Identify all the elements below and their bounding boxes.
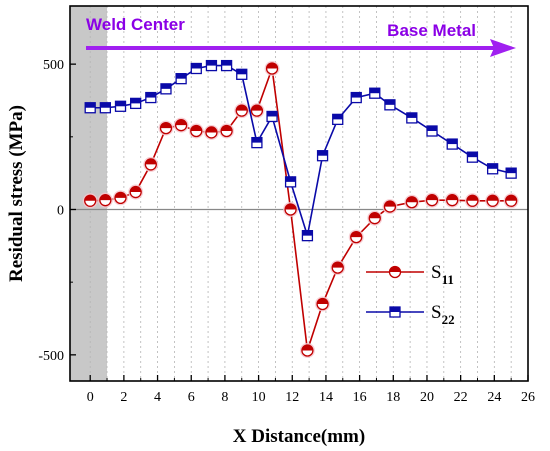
data-point-fill bbox=[446, 194, 458, 201]
data-point-fill bbox=[487, 163, 498, 169]
data-point-fill bbox=[176, 73, 187, 79]
data-point-fill bbox=[351, 92, 362, 98]
series-S11 bbox=[82, 61, 519, 358]
data-point-fill bbox=[317, 298, 329, 304]
data-point-fill bbox=[85, 102, 96, 108]
y-tick-label: 0 bbox=[57, 203, 64, 218]
data-point-fill bbox=[426, 194, 438, 201]
data-point-fill bbox=[317, 150, 328, 156]
data-point-fill bbox=[190, 125, 202, 131]
data-point-fill bbox=[175, 119, 187, 126]
y-tick-label: 500 bbox=[43, 58, 64, 73]
x-axis-label: X Distance(mm) bbox=[233, 426, 365, 447]
x-tick-label: 4 bbox=[154, 390, 161, 405]
x-tick-label: 20 bbox=[420, 390, 434, 405]
data-point-fill bbox=[350, 231, 362, 238]
data-point-fill bbox=[130, 186, 142, 193]
x-tick-label: 18 bbox=[386, 390, 400, 405]
legend-label: S11 bbox=[431, 262, 454, 287]
series-group bbox=[82, 59, 519, 358]
x-tick-label: 16 bbox=[353, 390, 367, 405]
data-point-fill bbox=[384, 201, 396, 207]
plot-frame bbox=[69, 5, 529, 382]
data-point-fill bbox=[100, 102, 111, 108]
data-point-fill bbox=[221, 60, 232, 66]
x-tick-label: 6 bbox=[188, 390, 195, 405]
x-tick-label: 12 bbox=[285, 390, 299, 405]
base-metal-label: Base Metal bbox=[387, 21, 476, 40]
data-point-fill bbox=[487, 195, 499, 201]
data-point-fill bbox=[369, 212, 381, 219]
x-tick-label: 24 bbox=[487, 390, 501, 405]
data-point-fill bbox=[467, 152, 478, 158]
annotations: Weld Center Base Metal bbox=[86, 15, 516, 57]
x-tick-label: 0 bbox=[87, 390, 94, 405]
direction-arrow-head bbox=[490, 39, 516, 57]
series-S22 bbox=[84, 59, 517, 242]
data-point-fill bbox=[145, 158, 157, 165]
y-axis-label: Residual stress (MPa) bbox=[6, 105, 27, 282]
data-point-fill bbox=[266, 63, 278, 69]
data-point-fill bbox=[466, 195, 478, 201]
data-point-fill bbox=[115, 192, 127, 198]
data-point-fill bbox=[406, 112, 417, 118]
data-point-fill bbox=[301, 344, 313, 351]
data-point-fill bbox=[505, 195, 517, 201]
axes bbox=[69, 5, 529, 382]
data-point-fill bbox=[205, 126, 217, 133]
data-point-fill bbox=[302, 230, 313, 236]
data-point-fill bbox=[384, 99, 395, 105]
data-point-fill bbox=[332, 114, 343, 120]
data-point-fill bbox=[84, 195, 96, 201]
legend-label: S22 bbox=[431, 302, 455, 327]
data-point-fill bbox=[221, 125, 233, 131]
data-point-fill bbox=[236, 69, 247, 75]
y-tick-label: -500 bbox=[38, 349, 64, 364]
data-point-fill bbox=[191, 63, 202, 69]
x-tick-label: 10 bbox=[252, 390, 266, 405]
data-point-fill bbox=[251, 137, 262, 143]
data-point-fill bbox=[267, 111, 278, 117]
data-point-fill bbox=[206, 60, 217, 66]
data-point-fill bbox=[506, 168, 517, 174]
x-tick-label: 22 bbox=[454, 390, 468, 405]
legend-marker-fill bbox=[390, 307, 400, 312]
data-point-fill bbox=[160, 122, 172, 129]
legend: S11 S22 bbox=[366, 262, 455, 327]
data-point-fill bbox=[251, 105, 263, 111]
data-point-fill bbox=[160, 83, 171, 89]
data-point-fill bbox=[369, 88, 380, 94]
x-tick-label: 26 bbox=[521, 390, 535, 405]
data-point-fill bbox=[427, 126, 438, 131]
data-point-fill bbox=[447, 139, 458, 145]
data-point-fill bbox=[285, 203, 297, 210]
weld-center-label: Weld Center bbox=[86, 15, 185, 34]
data-point-fill bbox=[236, 105, 248, 111]
data-point-fill bbox=[285, 176, 296, 182]
x-tick-label: 8 bbox=[221, 390, 228, 405]
data-point-fill bbox=[145, 92, 156, 98]
data-point-fill bbox=[99, 194, 111, 201]
data-point-fill bbox=[332, 262, 344, 268]
x-tick-label: 14 bbox=[319, 390, 333, 405]
x-tick-label: 2 bbox=[120, 390, 127, 405]
data-point-fill bbox=[115, 101, 126, 107]
data-point-fill bbox=[406, 196, 418, 203]
legend-marker-fill bbox=[389, 266, 401, 272]
data-point-fill bbox=[130, 98, 141, 104]
